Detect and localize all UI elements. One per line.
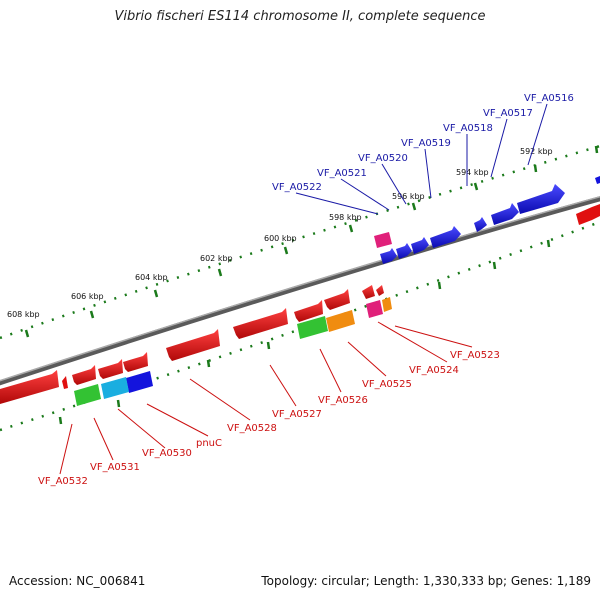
tick-label: 592 kbp	[520, 147, 553, 156]
gene-small-red[interactable]	[62, 376, 68, 389]
major-tick	[89, 310, 95, 319]
forward-leader-lines	[295, 103, 548, 215]
gene-VF_A0525[interactable]	[324, 289, 350, 310]
gene-VF_A0519[interactable]	[430, 226, 461, 248]
reverse-leader-lines	[59, 321, 473, 475]
major-tick	[437, 281, 442, 290]
gene-label: VF_A0522	[272, 182, 322, 193]
gene-label: VF_A0524	[409, 365, 459, 376]
major-tick	[533, 164, 538, 173]
map-title: Vibrio fischeri ES114 chromosome II, com…	[114, 9, 486, 24]
gene-VF_A0531[interactable]	[72, 365, 96, 385]
reverse-strand-genes	[0, 285, 392, 406]
gene-label: VF_A0526	[318, 395, 368, 406]
feature-blue[interactable]	[126, 371, 153, 393]
gene-label: pnuC	[196, 438, 222, 449]
gene-label: VF_A0528	[227, 423, 277, 434]
gene-VF_A0523[interactable]	[376, 285, 384, 296]
gene-VF_A0528[interactable]	[166, 329, 220, 361]
feature-cyan[interactable]	[101, 377, 129, 399]
outer-major-ticks	[24, 145, 599, 338]
feature-magenta[interactable]	[366, 300, 383, 318]
tick-label: 602 kbp	[200, 254, 233, 263]
gene-label: VF_A0516	[524, 93, 574, 104]
feature-green-2[interactable]	[74, 384, 101, 406]
major-tick	[546, 239, 551, 248]
gene-label: VF_A0517	[483, 108, 533, 119]
gene-VF_A0521[interactable]	[396, 243, 412, 259]
gene-label: VF_A0527	[272, 409, 322, 420]
gene-label: VF_A0519	[401, 138, 451, 149]
gene-label: VF_A0531	[90, 462, 140, 473]
major-tick	[283, 246, 289, 255]
forward-strand-genes	[374, 176, 600, 264]
tick-label: 598 kbp	[329, 213, 362, 222]
reverse-labels: VF_A0523 VF_A0524 VF_A0525 VF_A0526 VF_A…	[38, 350, 500, 487]
gene-fwd-blue-edge[interactable]	[595, 176, 600, 184]
feature-green-1[interactable]	[297, 316, 328, 339]
chromosome-backbone	[0, 195, 600, 386]
major-tick	[473, 182, 479, 191]
gene-label: VF_A0523	[450, 350, 500, 361]
major-tick	[594, 145, 599, 154]
major-tick	[24, 329, 30, 338]
gene-label: VF_A0525	[362, 379, 412, 390]
gene-VF_A0524[interactable]	[362, 285, 375, 299]
tick-label: 596 kbp	[392, 192, 425, 201]
feature-orange[interactable]	[382, 297, 392, 312]
accession-text: Accession: NC_006841	[9, 574, 146, 588]
major-tick	[217, 268, 223, 277]
gene-label: VF_A0530	[142, 448, 192, 459]
outer-tick-ring	[0, 144, 600, 340]
major-tick	[492, 261, 497, 270]
gene-label: VF_A0532	[38, 476, 88, 487]
gene-pnuC[interactable]	[123, 352, 148, 372]
gene-VF_A0527[interactable]	[233, 308, 288, 339]
gene-VF_A0522[interactable]	[380, 248, 397, 264]
tick-labels: 592 kbp 594 kbp 596 kbp 598 kbp 600 kbp …	[7, 147, 553, 319]
gene-VF_A0532[interactable]	[0, 370, 59, 404]
tick-label: 600 kbp	[264, 234, 297, 243]
major-tick	[266, 341, 271, 350]
gene-VF_A0530[interactable]	[98, 359, 123, 379]
gene-label: VF_A0518	[443, 123, 493, 134]
feature-orange-wide[interactable]	[326, 310, 355, 332]
forward-labels: VF_A0516 VF_A0517 VF_A0518 VF_A0519 VF_A…	[272, 93, 574, 193]
major-tick	[116, 399, 121, 408]
gene-VF_A0520[interactable]	[411, 237, 429, 254]
genome-info-text: Topology: circular; Length: 1,330,333 bp…	[261, 574, 591, 588]
tick-label: 604 kbp	[135, 273, 168, 282]
gene-label: VF_A0520	[358, 153, 408, 164]
gene-VF_A0516[interactable]	[517, 184, 565, 214]
gene-magenta-forward[interactable]	[374, 232, 392, 248]
major-tick	[411, 202, 417, 211]
major-tick	[348, 224, 354, 233]
gene-VF_A0526[interactable]	[294, 300, 323, 322]
gene-label: VF_A0521	[317, 168, 367, 179]
gene-VF_A0517[interactable]	[491, 203, 519, 225]
tick-label: 608 kbp	[7, 310, 40, 319]
tick-label: 606 kbp	[71, 292, 104, 301]
major-tick	[153, 289, 159, 298]
gene-VF_A0518[interactable]	[474, 217, 487, 232]
major-tick	[58, 416, 63, 425]
major-tick	[206, 359, 211, 368]
gene-fwd-red-right[interactable]	[576, 204, 600, 225]
tick-label: 594 kbp	[456, 168, 489, 177]
